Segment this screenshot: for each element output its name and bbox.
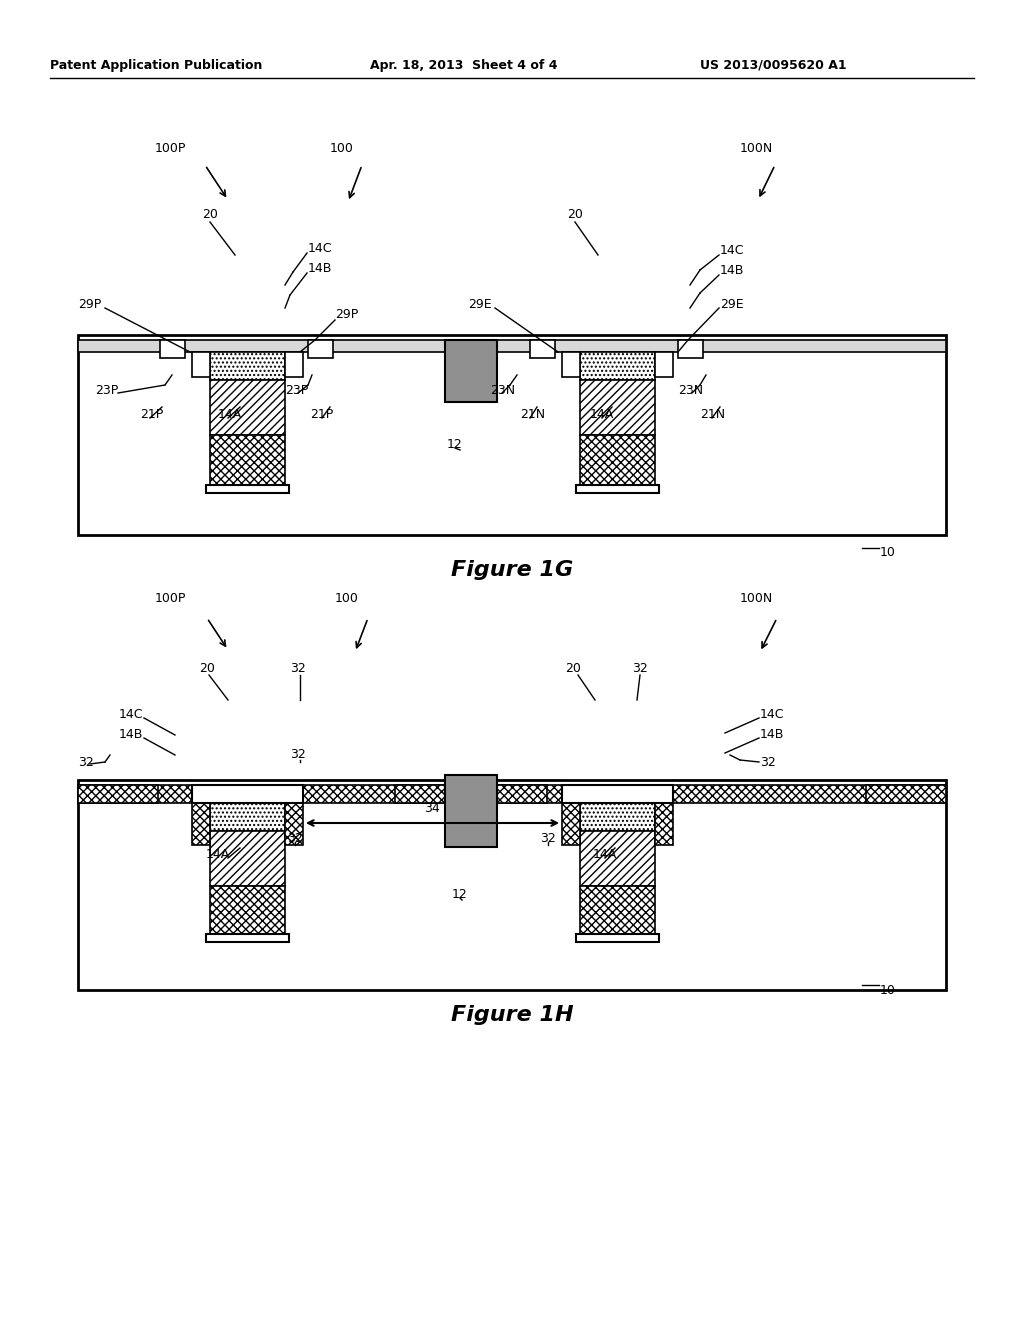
- Bar: [210, 380, 285, 436]
- Text: 14B: 14B: [308, 261, 333, 275]
- Text: 14B: 14B: [119, 729, 143, 742]
- Bar: [655, 803, 673, 845]
- Text: 12: 12: [453, 888, 468, 902]
- Text: 23P: 23P: [95, 384, 118, 396]
- Text: 100P: 100P: [155, 591, 186, 605]
- Bar: [210, 832, 285, 886]
- Bar: [445, 341, 497, 403]
- Text: 21P: 21P: [140, 408, 163, 421]
- Text: 10: 10: [880, 546, 896, 560]
- Bar: [285, 352, 303, 378]
- Bar: [193, 785, 303, 803]
- Text: 14C: 14C: [760, 709, 784, 722]
- Text: 21P: 21P: [310, 408, 333, 421]
- Text: 100N: 100N: [740, 591, 773, 605]
- Text: 29E: 29E: [720, 298, 743, 312]
- Text: 100P: 100P: [155, 141, 186, 154]
- Bar: [445, 775, 497, 847]
- Bar: [497, 785, 547, 803]
- Bar: [562, 803, 580, 845]
- Text: Figure 1H: Figure 1H: [451, 1005, 573, 1026]
- Bar: [78, 785, 158, 803]
- Text: 23P: 23P: [285, 384, 308, 396]
- Bar: [193, 803, 210, 845]
- Text: 14A: 14A: [206, 849, 230, 862]
- Text: 32: 32: [632, 661, 648, 675]
- Bar: [580, 352, 655, 380]
- Bar: [78, 780, 946, 990]
- Text: 100N: 100N: [740, 141, 773, 154]
- Bar: [395, 785, 445, 803]
- Text: Patent Application Publication: Patent Application Publication: [50, 58, 262, 71]
- Text: 20: 20: [565, 661, 581, 675]
- Text: 21N: 21N: [520, 408, 545, 421]
- Bar: [678, 341, 703, 358]
- Text: 14A: 14A: [593, 849, 617, 862]
- Text: 14A: 14A: [590, 408, 614, 421]
- Bar: [655, 352, 673, 378]
- Text: 32: 32: [287, 832, 303, 845]
- Bar: [210, 803, 285, 832]
- Text: 34: 34: [424, 801, 440, 814]
- Text: 14C: 14C: [308, 242, 333, 255]
- Bar: [575, 484, 659, 492]
- Text: 32: 32: [290, 748, 306, 762]
- Bar: [206, 935, 289, 942]
- Text: 21N: 21N: [700, 408, 725, 421]
- Bar: [562, 785, 673, 803]
- Text: Figure 1G: Figure 1G: [451, 560, 573, 579]
- Text: 100: 100: [330, 141, 354, 154]
- Text: 29P: 29P: [78, 298, 101, 312]
- Text: 20: 20: [202, 209, 218, 222]
- Text: 12: 12: [447, 438, 463, 451]
- Bar: [285, 803, 303, 845]
- Bar: [210, 436, 285, 484]
- Bar: [308, 341, 333, 358]
- Bar: [78, 785, 946, 803]
- Text: 14A: 14A: [218, 408, 243, 421]
- Text: 32: 32: [290, 661, 306, 675]
- Text: 10: 10: [880, 983, 896, 997]
- Text: 32: 32: [760, 755, 776, 768]
- Bar: [580, 886, 655, 935]
- Bar: [210, 886, 285, 935]
- Bar: [580, 803, 655, 832]
- Bar: [866, 785, 946, 803]
- Bar: [206, 484, 289, 492]
- Text: 14B: 14B: [720, 264, 744, 276]
- Text: US 2013/0095620 A1: US 2013/0095620 A1: [700, 58, 847, 71]
- Text: 32: 32: [540, 832, 556, 845]
- Text: 14C: 14C: [720, 243, 744, 256]
- Bar: [580, 380, 655, 436]
- Text: 20: 20: [567, 209, 583, 222]
- Text: 29P: 29P: [335, 309, 358, 322]
- Text: Apr. 18, 2013  Sheet 4 of 4: Apr. 18, 2013 Sheet 4 of 4: [370, 58, 557, 71]
- Text: 20: 20: [199, 661, 215, 675]
- Bar: [193, 352, 210, 378]
- Text: 29E: 29E: [468, 298, 492, 312]
- Bar: [78, 341, 946, 352]
- Bar: [78, 335, 946, 535]
- Text: 14B: 14B: [760, 729, 784, 742]
- Text: 32: 32: [78, 755, 94, 768]
- Bar: [530, 341, 555, 358]
- Bar: [575, 935, 659, 942]
- Text: 23N: 23N: [678, 384, 703, 396]
- Bar: [210, 352, 285, 380]
- Bar: [580, 436, 655, 484]
- Bar: [160, 341, 185, 358]
- Bar: [580, 832, 655, 886]
- Text: 100: 100: [335, 591, 358, 605]
- Text: 23N: 23N: [490, 384, 515, 396]
- Bar: [562, 352, 580, 378]
- Text: 14C: 14C: [119, 709, 143, 722]
